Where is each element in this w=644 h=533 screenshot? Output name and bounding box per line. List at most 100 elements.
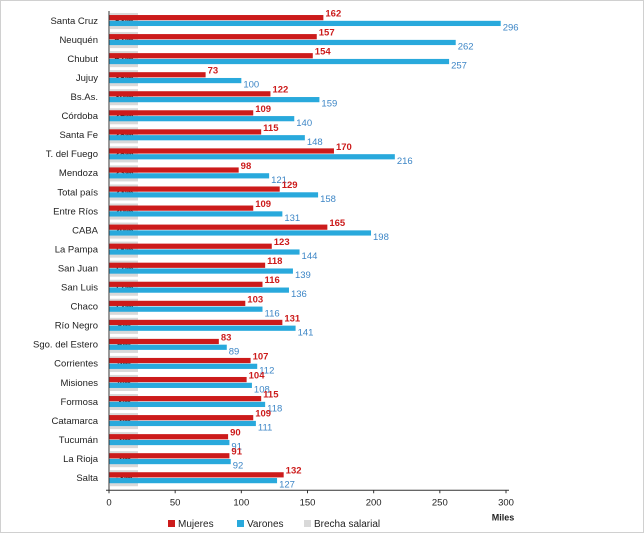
mujeres-bar (109, 453, 230, 459)
category-label: La Pampa (55, 244, 99, 255)
varones-value-label: 118 (267, 404, 282, 415)
varones-value-label: 89 (229, 346, 240, 357)
varones-bar (109, 344, 227, 350)
mujeres-value-label: 157 (319, 28, 335, 39)
category-label: Santa Fe (59, 130, 98, 141)
legend-brecha: Brecha salarial (304, 519, 380, 530)
legend-varones: Varones (237, 519, 284, 530)
mujeres-value-label: 122 (272, 85, 288, 96)
mujeres-value-label: 109 (255, 104, 271, 115)
mujeres-value-label: 107 (253, 351, 269, 362)
varones-value-label: 144 (302, 251, 318, 262)
mujeres-bar (109, 91, 271, 97)
mujeres-value-label: 83 (221, 332, 232, 343)
legend-swatch (304, 520, 311, 527)
varones-value-label: 148 (307, 137, 323, 148)
varones-bar (109, 58, 450, 65)
varones-bar (109, 268, 293, 274)
mujeres-value-label: 123 (274, 237, 290, 248)
varones-bar (109, 39, 456, 46)
varones-bar (109, 20, 501, 27)
legend-swatch (237, 520, 244, 527)
legend-label: Varones (247, 519, 284, 530)
legend: Mujeres Varones Brecha salarial (168, 519, 380, 530)
mujeres-bar (109, 186, 280, 192)
legend-mujeres: Mujeres (168, 519, 214, 530)
varones-bar (109, 439, 230, 446)
varones-value-label: 262 (458, 42, 474, 53)
x-tick-label: 250 (432, 497, 448, 508)
category-label: Catamarca (52, 416, 99, 427)
mujeres-bar (109, 72, 206, 78)
mujeres-value-label: 118 (267, 256, 282, 267)
varones-bar (109, 230, 372, 236)
varones-bar (109, 211, 283, 217)
varones-value-label: 131 (284, 213, 300, 224)
mujeres-value-label: 162 (325, 9, 341, 20)
varones-bar (109, 401, 266, 408)
category-label: Formosa (61, 397, 99, 408)
varones-bar (109, 135, 305, 141)
varones-bar (109, 458, 231, 465)
mujeres-value-label: 98 (241, 161, 252, 172)
legend-label: Brecha salarial (314, 519, 380, 530)
category-label: Total país (57, 187, 98, 198)
varones-bar (109, 420, 256, 427)
mujeres-bar (109, 34, 317, 40)
varones-value-label: 140 (296, 118, 312, 129)
varones-value-label: 198 (373, 232, 389, 243)
mujeres-bar (109, 376, 247, 383)
mujeres-value-label: 116 (265, 275, 280, 286)
category-label: Santa Cruz (50, 16, 98, 27)
mujeres-bar (109, 53, 313, 59)
mujeres-bar (109, 281, 263, 287)
category-label: Salta (76, 473, 98, 484)
category-label: San Juan (58, 263, 98, 274)
category-label: La Rioja (63, 454, 99, 465)
mujeres-value-label: 170 (336, 142, 352, 153)
category-label: San Luis (61, 283, 98, 294)
mujeres-bar (109, 338, 219, 345)
x-axis-unit: Miles (492, 512, 515, 522)
mujeres-bar (109, 129, 262, 135)
varones-value-label: 100 (243, 80, 259, 91)
mujeres-bar (109, 15, 324, 21)
varones-value-label: 111 (258, 423, 272, 434)
mujeres-bar (109, 224, 328, 230)
category-label: Jujuy (76, 73, 98, 84)
varones-value-label: 91 (231, 442, 242, 453)
varones-bar (109, 173, 270, 179)
varones-value-label: 158 (320, 194, 336, 205)
mujeres-bar (109, 357, 251, 364)
varones-value-label: 296 (503, 23, 519, 34)
x-tick-label: 0 (106, 497, 111, 508)
varones-value-label: 108 (254, 384, 270, 395)
category-label: Chubut (67, 54, 98, 65)
mujeres-value-label: 91 (231, 447, 242, 458)
varones-bar (109, 97, 320, 103)
category-label: CABA (72, 225, 99, 236)
x-tick-label: 200 (366, 497, 382, 508)
varones-value-label: 92 (233, 461, 244, 472)
mujeres-bar (109, 434, 229, 440)
category-label: Mendoza (59, 168, 99, 179)
varones-value-label: 216 (397, 156, 413, 167)
varones-bar (109, 77, 242, 84)
varones-bar (109, 306, 263, 312)
mujeres-value-label: 115 (263, 390, 279, 401)
